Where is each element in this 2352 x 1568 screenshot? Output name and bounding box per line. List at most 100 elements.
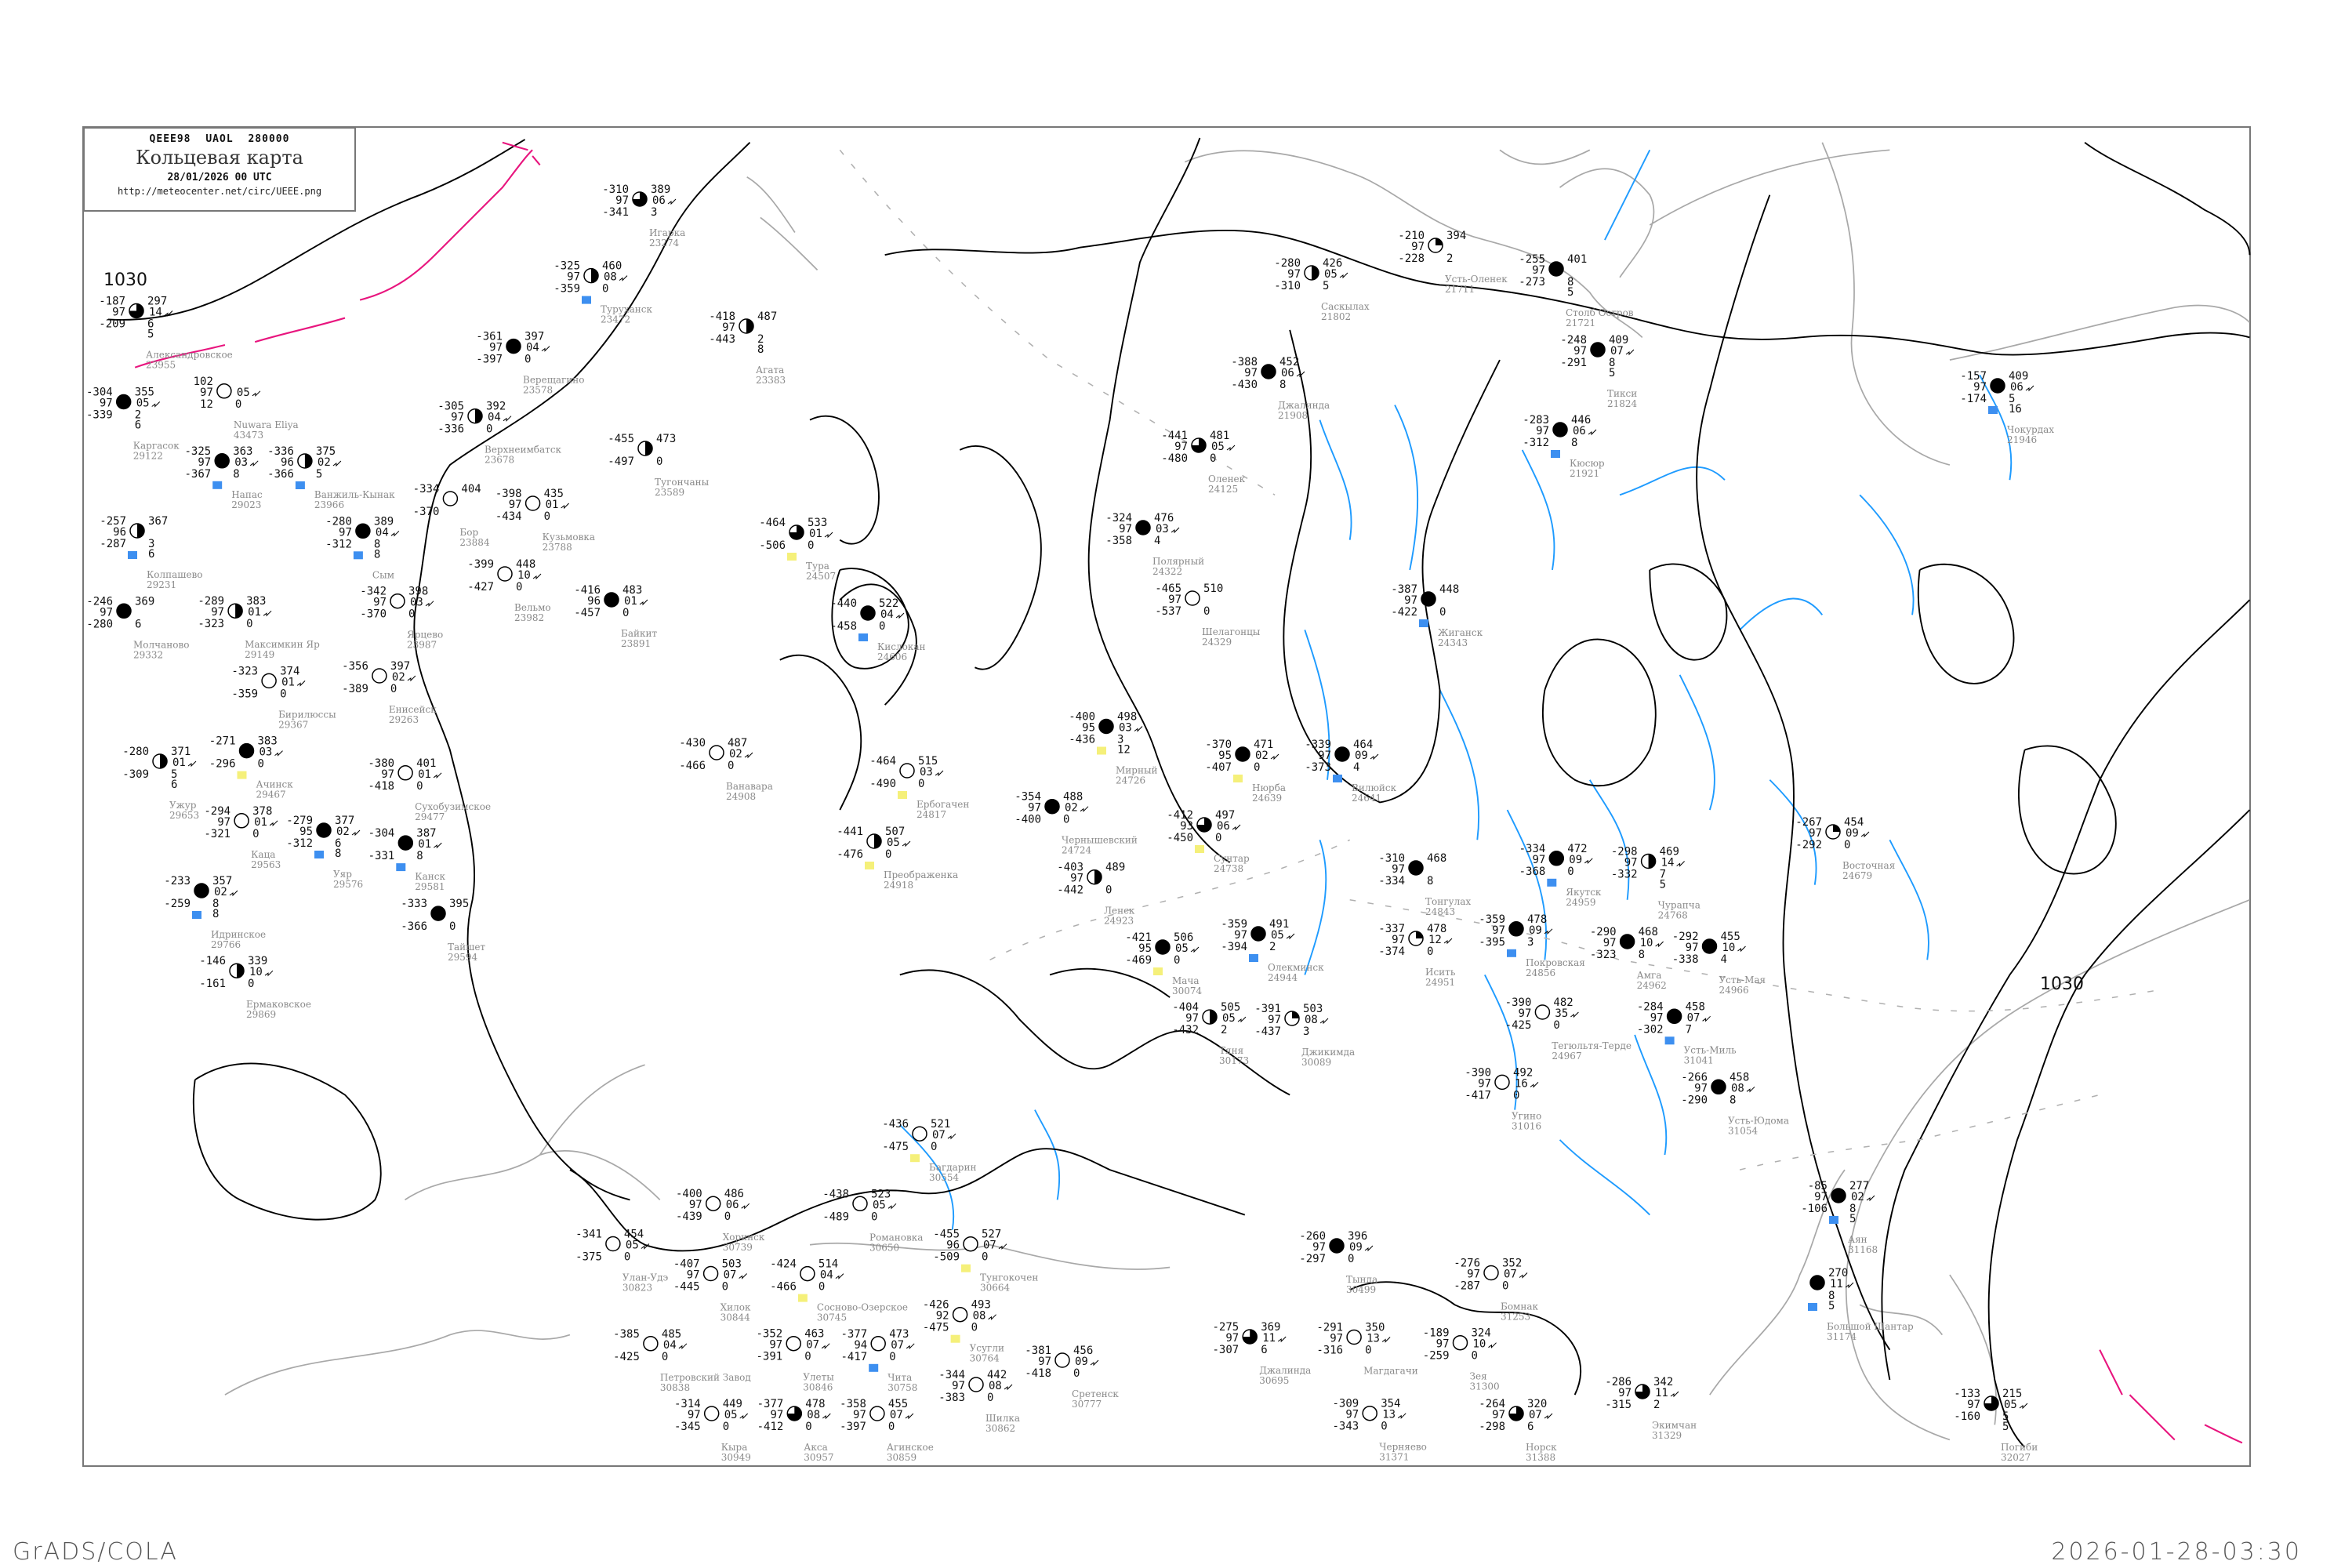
station-name: Шилка — [985, 1413, 1020, 1424]
map-source-url[interactable]: http://meteocenter.net/circ/UEEE.png — [117, 186, 322, 197]
station-name: Джалинда — [1259, 1365, 1311, 1376]
pressure-tendency-value: 02 — [1851, 1191, 1864, 1203]
